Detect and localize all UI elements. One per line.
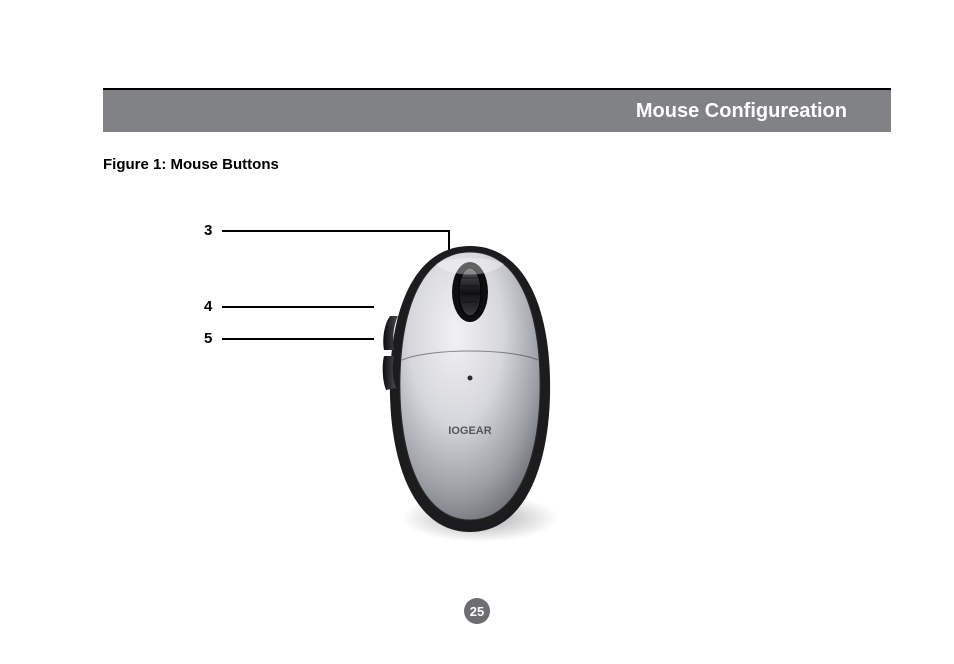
header-bar: Mouse Configureation <box>103 88 891 132</box>
mouse-illustration: IOGEAR <box>370 238 570 548</box>
figure-caption: Figure 1: Mouse Buttons <box>103 156 279 173</box>
callout-line-5 <box>222 338 374 340</box>
page-number: 25 <box>470 604 484 619</box>
callout-line-3 <box>222 230 450 232</box>
callout-line-4 <box>222 306 374 308</box>
mouse-logo-text: IOGEAR <box>448 425 491 437</box>
header-title: Mouse Configureation <box>636 100 847 123</box>
callout-label-5: 5 <box>204 330 212 347</box>
callout-label-3: 3 <box>204 222 212 239</box>
callout-label-4: 4 <box>204 298 212 315</box>
page-number-badge: 25 <box>464 598 490 624</box>
